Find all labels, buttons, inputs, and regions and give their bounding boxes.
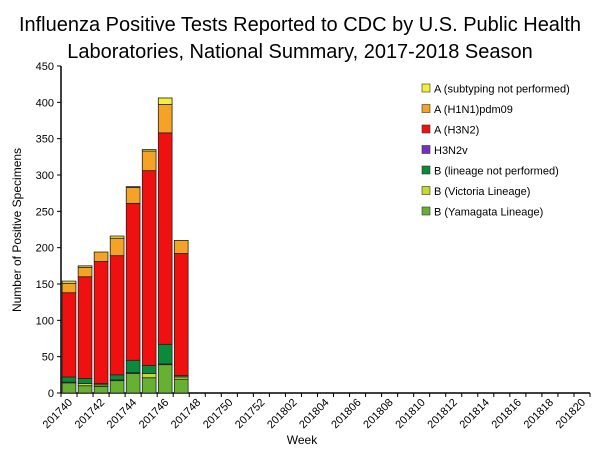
x-tick-label: 201804 [297,397,331,431]
bar-segment-b-lineage-not-performed [77,378,93,384]
bar-segment-b-yamagata-lineage [173,378,189,394]
bar-segment-a-h3n2 [157,132,173,345]
y-tick-label: 200 [36,243,54,255]
bar-segment-a-h3n2 [93,261,109,384]
x-tick-label: 201752 [233,397,267,431]
bar-segment-a-h3n2 [77,276,93,379]
legend-swatch [421,145,431,154]
legend-swatch [421,165,431,175]
bar-segment-a-subtyping-not-performed [109,235,125,239]
x-tick-label: 201812 [425,397,459,431]
bar-segment-b-yamagata-lineage [109,380,125,394]
y-axis-label: Number of Positive Specimens [10,148,24,312]
x-tick-label: 201750 [201,397,235,431]
y-tick-label: 50 [42,352,54,364]
bar-segment-b-lineage-not-performed [141,364,157,374]
bar-segment-b-lineage-not-performed [157,343,173,365]
x-tick-label: 201820 [554,397,588,431]
legend-swatch [421,83,431,93]
y-tick-label: 350 [36,134,54,146]
bar-segment-b-yamagata-lineage [141,377,157,394]
y-tick-label: 0 [48,388,54,400]
bar-segment-a-h1n1-pdm09 [141,150,157,172]
y-tick-label: 400 [36,97,54,109]
x-tick-label: 201746 [137,397,171,431]
bar-segment-b-lineage-not-performed [109,374,125,381]
legend-label: A (H1N1)pdm09 [434,104,513,116]
chart-title-line-1: Influenza Positive Tests Reported to CDC… [18,14,582,36]
x-tick-label: 201742 [73,397,107,431]
bar-segment-a-h1n1-pdm09 [77,266,93,278]
x-tick-label: 201740 [41,397,75,431]
y-tick-label: 150 [36,279,54,291]
bar-segment-b-lineage-not-performed [61,376,77,383]
y-tick-label: 100 [36,315,54,327]
chart-title-line-2: Laboratories, National Summary, 2017-201… [67,41,533,63]
x-tick-label: 201802 [265,397,299,431]
bar-segment-b-yamagata-lineage [77,385,93,394]
bar-segment-b-yamagata-lineage [61,382,77,394]
bar-segment-a-h3n2 [109,255,125,376]
bar-segment-a-h3n2 [125,202,141,361]
bar-segment-a-h1n1-pdm09 [109,237,125,257]
legend-swatch [421,104,431,113]
legend-label: B (lineage not performed) [434,166,559,178]
y-tick-label: 450 [36,61,54,73]
bar-segment-a-h1n1-pdm09 [93,251,109,262]
bar-segment-a-h1n1-pdm09 [125,186,141,204]
legend-swatch [421,186,431,195]
y-tick-label: 250 [36,206,54,218]
bar-segment-a-h3n2 [173,253,189,376]
bar-segment-b-victoria-lineage [141,372,157,379]
legend-label: A (H3N2) [434,125,479,137]
legend-swatch [421,124,431,134]
bar-segment-a-subtyping-not-performed [125,186,141,188]
legend-label: B (Victoria Lineage) [434,186,530,198]
bar-segment-a-h3n2 [141,170,157,366]
x-tick-label: 201808 [361,397,395,431]
bar-segment-b-lineage-not-performed [125,359,141,374]
bar-segment-a-subtyping-not-performed [141,149,157,152]
x-tick-label: 201744 [105,397,139,431]
legend-label: H3N2v [434,145,468,157]
bar-segment-b-yamagata-lineage [93,386,109,394]
x-tick-label: 201816 [490,397,524,431]
legend-label: B (Yamagata Lineage) [434,207,543,219]
bar-segment-a-subtyping-not-performed [77,265,93,268]
x-tick-label: 201818 [522,397,556,431]
x-tick-label: 201810 [393,397,427,431]
bar-segment-a-h1n1-pdm09 [61,282,77,294]
legend-swatch [421,206,431,216]
y-tick-label: 300 [36,170,54,182]
x-axis-label: Week [287,433,318,447]
x-tick-label: 201748 [169,397,203,431]
x-tick-label: 201806 [329,397,363,431]
bar-segment-a-subtyping-not-performed [61,280,77,284]
bar-segment-a-h3n2 [61,292,77,378]
bar-segment-b-yamagata-lineage [157,364,173,394]
bar-segment-a-h1n1-pdm09 [173,239,189,254]
bar-segment-b-yamagata-lineage [125,372,141,394]
bar-segment-a-subtyping-not-performed [157,97,173,105]
chart-title: Influenza Positive Tests Reported to CDC… [0,12,600,66]
legend-label: A (subtyping not performed) [434,84,570,96]
bar-segment-a-h1n1-pdm09 [157,104,173,134]
x-tick-label: 201814 [457,397,491,431]
